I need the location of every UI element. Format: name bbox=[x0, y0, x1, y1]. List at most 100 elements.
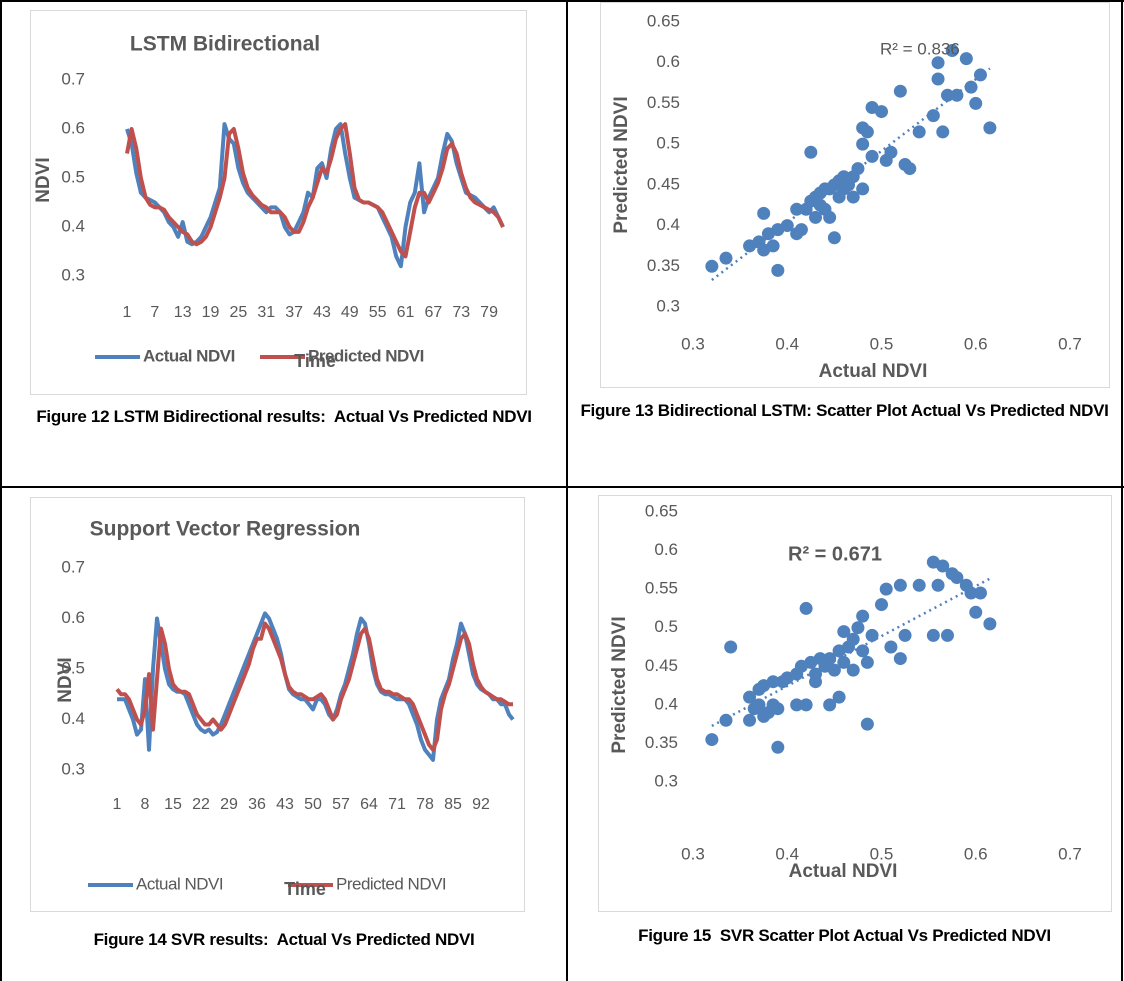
x-tick-label: 67 bbox=[424, 304, 442, 321]
y-tick-label: 0.45 bbox=[647, 174, 680, 193]
y-tick-label: 0.55 bbox=[647, 93, 680, 112]
x-tick-label: 8 bbox=[141, 796, 150, 813]
data-point bbox=[969, 96, 983, 110]
data-line bbox=[125, 122, 505, 269]
y-tick-label: 0.65 bbox=[645, 501, 678, 520]
data-point bbox=[780, 219, 794, 233]
data-point bbox=[926, 109, 940, 123]
chart: 0.3 0.4 0.5 0.6 0.7 NDVI Support Vector Regres… bbox=[30, 497, 525, 912]
x-axis-title: Time bbox=[294, 351, 336, 371]
table-border bbox=[1121, 0, 1123, 981]
y-tick-label: 0.35 bbox=[645, 733, 678, 752]
y-tick-label: 0.4 bbox=[656, 215, 680, 234]
y-axis-title: NDVI bbox=[33, 157, 54, 202]
data-point bbox=[898, 628, 912, 642]
data-point bbox=[851, 621, 865, 635]
figure-caption: Figure 13 Bidirectional LSTM: Scatter Pl… bbox=[580, 401, 1109, 420]
x-tick-label: 7 bbox=[150, 304, 159, 321]
data-point bbox=[823, 652, 837, 666]
data-point bbox=[879, 582, 893, 596]
x-axis-title: Actual NDVI bbox=[819, 361, 928, 382]
y-tick-label: 0.45 bbox=[645, 656, 678, 675]
x-tick-label: 0.6 bbox=[964, 334, 988, 353]
x-tick-label: 31 bbox=[257, 304, 275, 321]
chart-title: Support Vector Regression bbox=[90, 518, 361, 541]
trendline bbox=[711, 577, 991, 728]
data-point bbox=[846, 663, 860, 677]
data-point bbox=[851, 162, 865, 176]
y-tick-label: 0.5 bbox=[61, 658, 85, 677]
y-tick-label: 0.5 bbox=[61, 167, 85, 186]
x-tick-label: 0.3 bbox=[681, 844, 705, 863]
data-point bbox=[983, 121, 997, 135]
data-point bbox=[856, 137, 870, 151]
table-border bbox=[0, 0, 2, 981]
data-point bbox=[893, 84, 907, 98]
data-point bbox=[884, 640, 898, 654]
x-tick-label: 1 bbox=[123, 304, 132, 321]
data-line bbox=[125, 122, 505, 259]
data-point bbox=[856, 644, 870, 658]
x-tick-label: 50 bbox=[304, 796, 322, 813]
x-tick-label: 37 bbox=[285, 304, 303, 321]
x-tick-label: 0.3 bbox=[681, 334, 705, 353]
data-point bbox=[973, 586, 987, 600]
data-point bbox=[719, 251, 733, 265]
x-tick-label: 0.5 bbox=[870, 844, 894, 863]
data-point bbox=[743, 690, 757, 704]
data-point bbox=[936, 125, 950, 139]
data-point bbox=[950, 88, 964, 102]
data-point bbox=[969, 605, 983, 619]
data-point bbox=[856, 609, 870, 623]
data-point bbox=[945, 44, 959, 57]
x-tick-label: 78 bbox=[416, 796, 434, 813]
chart-border bbox=[598, 495, 1112, 912]
y-tick-label: 0.55 bbox=[645, 579, 678, 598]
data-point bbox=[743, 713, 757, 727]
legend-label: Actual NDVI bbox=[143, 346, 235, 365]
y-tick-label: 0.3 bbox=[656, 296, 680, 315]
y-tick-label: 0.4 bbox=[61, 216, 85, 235]
x-tick-label: 92 bbox=[472, 796, 490, 813]
chart-border bbox=[600, 2, 1110, 388]
data-point bbox=[771, 263, 785, 277]
y-tick-label: 0.4 bbox=[654, 694, 678, 713]
y-tick-label: 0.6 bbox=[656, 52, 680, 71]
x-tick-label: 49 bbox=[341, 304, 359, 321]
annotation: R² = 0.671 bbox=[788, 543, 882, 565]
annotation: R² = 0.836 bbox=[880, 39, 960, 58]
data-point bbox=[875, 105, 888, 119]
x-tick-label: 73 bbox=[452, 304, 470, 321]
x-tick-label: 0.6 bbox=[964, 844, 988, 863]
chart-border bbox=[30, 10, 527, 395]
x-tick-label: 57 bbox=[332, 796, 350, 813]
data-point bbox=[799, 698, 813, 712]
x-tick-label: 1 bbox=[113, 796, 122, 813]
data-point bbox=[865, 149, 879, 163]
data-point bbox=[860, 125, 874, 139]
data-point bbox=[884, 145, 898, 159]
y-tick-label: 0.7 bbox=[61, 69, 85, 88]
data-point bbox=[809, 210, 823, 224]
x-tick-label: 36 bbox=[248, 796, 266, 813]
x-tick-label: 22 bbox=[192, 796, 210, 813]
x-tick-label: 0.7 bbox=[1058, 334, 1082, 353]
legend-label: Predicted NDVI bbox=[308, 346, 424, 365]
data-point bbox=[804, 145, 818, 159]
y-tick-label: 0.3 bbox=[61, 759, 85, 778]
y-tick-label: 0.6 bbox=[654, 540, 678, 559]
data-point bbox=[865, 628, 879, 642]
x-tick-label: 0.5 bbox=[870, 334, 894, 353]
x-tick-label: 43 bbox=[276, 796, 294, 813]
x-tick-label: 29 bbox=[220, 796, 238, 813]
data-point bbox=[771, 740, 785, 754]
y-tick-label: 0.5 bbox=[656, 134, 680, 153]
x-axis-title: Time bbox=[284, 879, 326, 899]
y-tick-label: 0.4 bbox=[61, 709, 85, 728]
data-point bbox=[771, 702, 785, 716]
data-point bbox=[964, 80, 978, 94]
legend-label: Actual NDVI bbox=[136, 874, 223, 893]
data-point bbox=[860, 655, 874, 669]
data-point bbox=[809, 675, 823, 689]
